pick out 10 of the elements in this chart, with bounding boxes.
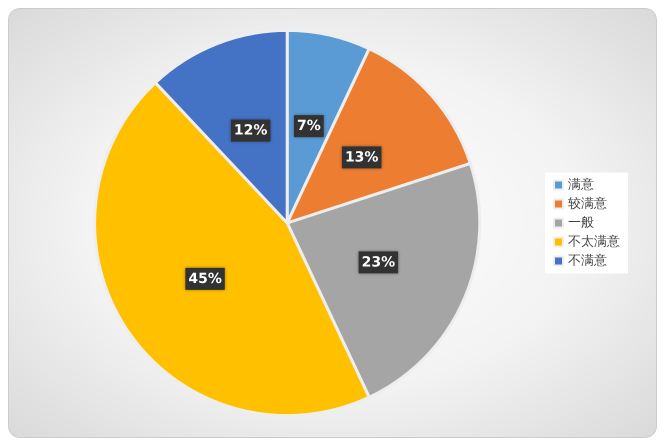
data-label: 13% [344, 149, 378, 166]
data-label: 7% [296, 118, 321, 134]
legend-label: 一般 [568, 216, 594, 230]
legend-label: 满意 [568, 178, 594, 192]
legend-label: 不太满意 [568, 234, 620, 250]
legend-label: 不满意 [568, 254, 607, 268]
legend-label: 较满意 [568, 196, 607, 212]
data-label: 45% [188, 270, 222, 287]
data-label: 23% [362, 254, 396, 270]
data-label: 12% [234, 122, 268, 139]
